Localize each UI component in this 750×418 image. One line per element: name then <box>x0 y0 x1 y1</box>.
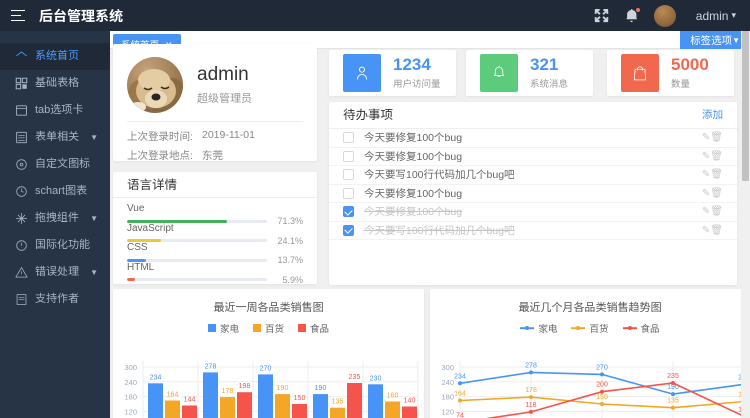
svg-text:180: 180 <box>441 393 454 402</box>
svg-text:200: 200 <box>596 382 608 389</box>
svg-text:198: 198 <box>239 383 251 390</box>
svg-text:150: 150 <box>294 395 306 402</box>
svg-text:240: 240 <box>124 378 137 387</box>
svg-text:230: 230 <box>370 375 382 382</box>
svg-text:135: 135 <box>332 399 344 406</box>
svg-text:120: 120 <box>124 407 137 416</box>
svg-text:178: 178 <box>525 387 537 394</box>
svg-text:150: 150 <box>596 394 608 401</box>
svg-text:180: 180 <box>124 393 137 402</box>
svg-text:234: 234 <box>454 373 466 380</box>
svg-text:240: 240 <box>441 378 454 387</box>
svg-text:120: 120 <box>441 407 454 416</box>
svg-text:164: 164 <box>167 392 179 399</box>
svg-text:190: 190 <box>315 385 327 392</box>
svg-text:135: 135 <box>667 398 679 405</box>
svg-text:300: 300 <box>441 363 454 372</box>
svg-text:270: 270 <box>596 364 608 371</box>
svg-text:278: 278 <box>205 363 217 370</box>
svg-text:140: 140 <box>404 398 416 405</box>
svg-text:234: 234 <box>150 374 162 381</box>
svg-text:160: 160 <box>387 393 399 400</box>
svg-text:164: 164 <box>454 391 466 398</box>
svg-text:178: 178 <box>222 388 234 395</box>
svg-text:270: 270 <box>260 365 272 372</box>
svg-text:190: 190 <box>277 385 289 392</box>
svg-text:278: 278 <box>525 362 537 369</box>
svg-text:235: 235 <box>349 374 361 381</box>
svg-text:300: 300 <box>124 363 137 372</box>
svg-text:235: 235 <box>667 373 679 380</box>
svg-text:144: 144 <box>184 397 196 404</box>
svg-text:74: 74 <box>456 413 464 418</box>
svg-text:118: 118 <box>525 402 536 409</box>
